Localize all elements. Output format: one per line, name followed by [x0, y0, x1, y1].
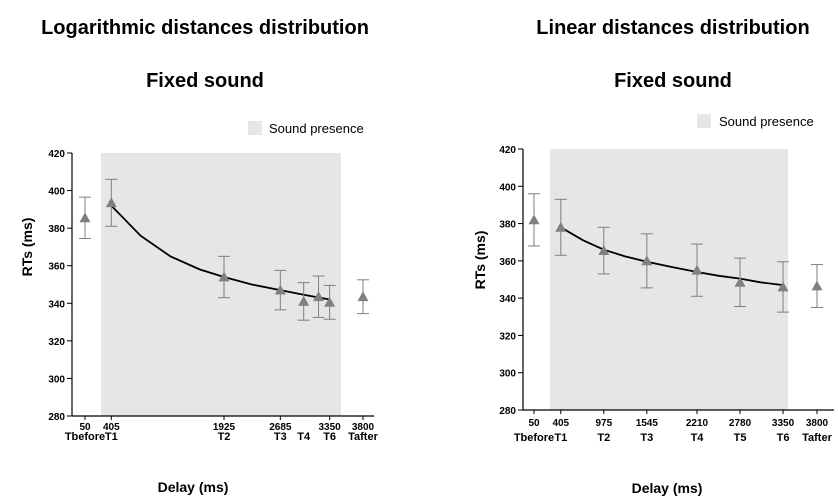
y-tick-label: 400 [499, 182, 516, 193]
category-label: T3 [640, 432, 653, 444]
y-tick-label: 320 [499, 331, 516, 342]
category-label: T4 [691, 432, 705, 444]
data-point [734, 276, 746, 287]
y-tick-label: 400 [48, 187, 65, 198]
y-tick-label: 300 [499, 369, 516, 380]
y-tick-label: 280 [48, 412, 65, 423]
y-tick-label: 340 [499, 294, 516, 305]
data-point [357, 291, 369, 302]
x-axis-label: Delay (ms) [632, 480, 703, 496]
category-label: Tafter [348, 431, 378, 443]
data-point [218, 271, 230, 282]
data-point [274, 284, 286, 295]
x-tick-label: 50 [79, 422, 91, 433]
category-label: T6 [323, 431, 336, 443]
category-label: T2 [218, 431, 231, 443]
data-point [79, 212, 91, 223]
x-tick-label: 2780 [729, 418, 752, 429]
panel-logarithmic: Logarithmic distances distribution Fixed… [19, 17, 379, 495]
category-label: Tbefore [65, 431, 105, 443]
x-tick-label: 3350 [319, 422, 342, 433]
chart-title: Fixed sound [614, 70, 732, 92]
data-point [811, 280, 823, 291]
panel-linear: Linear distances distribution Fixed soun… [472, 17, 834, 496]
x-tick-label: 2210 [686, 418, 709, 429]
data-point [313, 291, 325, 302]
sound-presence-region [550, 149, 788, 410]
data-point [641, 255, 653, 266]
y-tick-label: 280 [499, 406, 516, 417]
legend-label: Sound presence [269, 121, 364, 136]
chart-title: Fixed sound [146, 70, 264, 92]
category-label: T6 [777, 432, 790, 444]
x-tick-label: 1925 [213, 422, 236, 433]
panel-heading: Logarithmic distances distribution [41, 17, 369, 39]
category-label: T5 [734, 432, 747, 444]
panel-heading: Linear distances distribution [536, 17, 809, 39]
data-point [324, 296, 336, 307]
legend-label: Sound presence [719, 114, 814, 129]
fit-curve [560, 226, 784, 286]
x-tick-label: 3350 [772, 418, 795, 429]
data-point [528, 214, 540, 225]
plot-area: 280 300 320 340 360 380 400 420 50 405 1925 2685 335… [48, 149, 378, 443]
y-tick-label: 380 [499, 220, 516, 231]
y-tick-label: 360 [48, 262, 65, 273]
x-tick-label: 975 [595, 418, 612, 429]
y-axis-label: RTs (ms) [19, 218, 35, 277]
x-axis-label: Delay (ms) [158, 479, 229, 495]
data-point [105, 197, 117, 208]
x-tick-label: 405 [552, 418, 569, 429]
data-point [777, 281, 789, 292]
x-tick-label: 3800 [806, 418, 829, 429]
category-label: T1 [554, 432, 567, 444]
y-axis-label: RTs (ms) [472, 231, 488, 290]
x-tick-label: 3800 [352, 422, 375, 433]
category-label: T2 [597, 432, 610, 444]
category-label: T4 [297, 431, 311, 443]
x-tick-label: 2685 [269, 422, 292, 433]
y-tick-label: 380 [48, 224, 65, 235]
x-tick-label: 405 [103, 422, 120, 433]
y-tick-label: 320 [48, 337, 65, 348]
x-tick-label: 50 [528, 418, 540, 429]
y-tick-label: 360 [499, 257, 516, 268]
legend-swatch [248, 121, 262, 135]
y-tick-label: 300 [48, 374, 65, 385]
data-point [598, 245, 610, 256]
category-label: T1 [105, 431, 118, 443]
plot-area: 280 300 320 340 360 380 400 420 50 405 975 1545 2210… [499, 145, 834, 444]
category-label: T3 [274, 431, 287, 443]
category-label: Tafter [802, 432, 832, 444]
category-label: Tbefore [514, 432, 554, 444]
y-tick-label: 340 [48, 299, 65, 310]
y-tick-label: 420 [499, 145, 516, 156]
legend-swatch [697, 114, 711, 128]
y-tick-label: 420 [48, 149, 65, 160]
x-tick-label: 1545 [636, 418, 659, 429]
data-point [298, 295, 310, 306]
data-point [555, 221, 567, 232]
data-point [691, 264, 703, 275]
sound-presence-region [101, 153, 341, 416]
